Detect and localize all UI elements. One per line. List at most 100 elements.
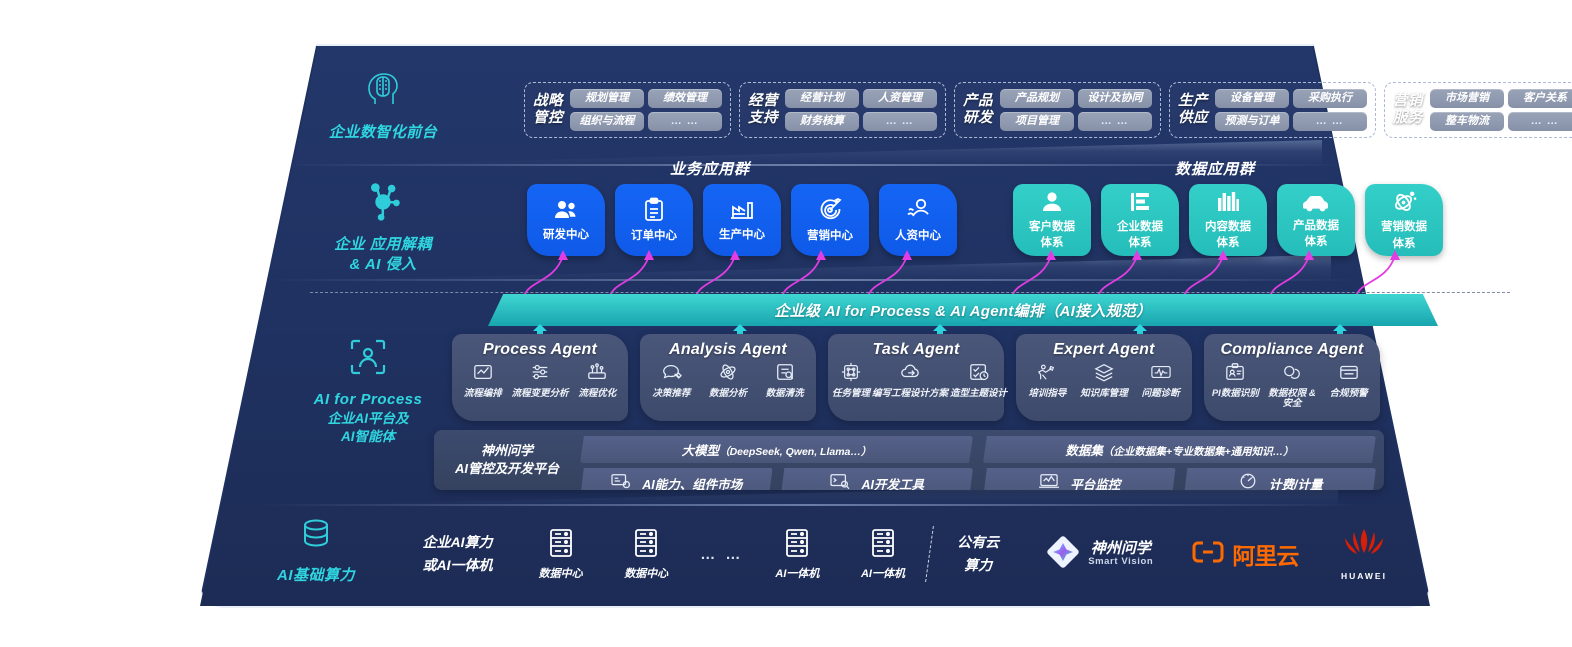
domain-tile[interactable]: 整车物流 xyxy=(1430,112,1504,132)
infra-enterprise-label-2: 或AI一体机 xyxy=(422,557,493,573)
platform-models-header[interactable]: 大模型（DeepSeek, Qwen, Llama…） xyxy=(580,436,973,463)
infra-enterprise-label-1: 企业AI算力 xyxy=(422,534,493,551)
agent-feature-label: 流程编排 xyxy=(463,388,502,399)
agent-feature[interactable]: 培训指导 xyxy=(1020,362,1075,399)
domain-tile[interactable]: 规划管理 xyxy=(570,89,644,109)
domain-group-marketing-service[interactable]: 营销 服务 市场营销 客户关系 整车物流 … … xyxy=(1384,82,1572,139)
app-card-rd-center[interactable]: 研发中心 xyxy=(527,184,605,256)
vendor-huawei[interactable]: HUAWEI xyxy=(1318,527,1410,581)
data-card-enterprise[interactable]: 企业数据 体系 xyxy=(1101,184,1179,256)
dev-tool-icon xyxy=(829,472,851,490)
domain-tile[interactable]: 预测与订单 xyxy=(1215,112,1289,132)
agent-feature[interactable]: 流程变更分析 xyxy=(512,362,569,399)
database-icon xyxy=(216,515,416,560)
app-card-production-center[interactable]: 生产中心 xyxy=(703,184,781,256)
platform-cell-monitoring[interactable]: 平台监控 xyxy=(983,468,1176,490)
domain-tile[interactable]: 经营计划 xyxy=(785,89,859,109)
agent-feature[interactable]: 数据清洗 xyxy=(757,362,812,399)
agent-feature-label: 培训指导 xyxy=(1028,388,1067,399)
domain-name: 生产 供应 xyxy=(1178,92,1208,127)
domain-tile[interactable]: 绩效管理 xyxy=(648,89,722,109)
agent-title: Compliance Agent xyxy=(1220,341,1364,358)
agent-feature-label: 知识库管理 xyxy=(1080,388,1128,399)
agent-card-compliance[interactable]: Compliance Agent PI数据识别 xyxy=(1204,334,1380,421)
infra-node-datacenter-2[interactable]: 数据中心 xyxy=(606,527,686,582)
domain-tiles: 产品规划 设计及协同 项目管理 … … xyxy=(1000,89,1152,132)
domain-tile[interactable]: 客户关系 xyxy=(1508,89,1572,109)
domain-tile[interactable]: 采购执行 xyxy=(1293,89,1367,109)
agent-feature[interactable]: 决策推荐 xyxy=(644,362,699,399)
domain-tile[interactable]: 项目管理 xyxy=(1000,112,1074,132)
user-avatar-icon xyxy=(1040,190,1064,218)
agent-feature[interactable]: 造型主题设计 xyxy=(950,362,1007,399)
domain-tile-more[interactable]: … … xyxy=(1078,112,1152,132)
domain-tile[interactable]: 财务核算 xyxy=(785,112,859,132)
app-card-order-center[interactable]: 订单中心 xyxy=(615,184,693,256)
molecule-node-icon xyxy=(283,178,483,229)
domain-name: 战略 管控 xyxy=(533,92,563,127)
platform-cell-billing[interactable]: 计费/计量 xyxy=(1183,468,1376,490)
infra-node-ai-appliance-2[interactable]: AI一体机 xyxy=(843,527,923,582)
agent-feature[interactable]: 知识库管理 xyxy=(1077,362,1132,399)
data-card-product[interactable]: 产品数据 体系 xyxy=(1277,184,1355,256)
agent-card-process[interactable]: Process Agent 流程编排 流 xyxy=(452,334,628,421)
aliyun-bracket-icon xyxy=(1191,540,1225,569)
domain-tile-more[interactable]: … … xyxy=(1508,112,1572,132)
agent-feature[interactable]: 编写工程设计方案 xyxy=(872,362,948,399)
domain-tile[interactable]: 市场营销 xyxy=(1430,89,1504,109)
vendor-shenzhou-wenxue[interactable]: 神州问学 Smart Vision xyxy=(1027,534,1172,575)
decision-bubble-icon xyxy=(660,362,683,387)
atom-icon xyxy=(1392,189,1417,218)
agent-title: Expert Agent xyxy=(1053,341,1155,358)
domain-tile[interactable]: 设备管理 xyxy=(1215,89,1289,109)
agent-feature[interactable]: 合规预警 xyxy=(1321,362,1376,410)
data-card-label-2: 体系 xyxy=(1216,237,1240,250)
vendor-aliyun[interactable]: 阿里云 xyxy=(1177,537,1312,571)
agent-feature[interactable]: 任务管理 xyxy=(832,362,870,399)
data-card-customer[interactable]: 客户数据 体系 xyxy=(1013,184,1091,256)
data-card-content[interactable]: 内容数据 体系 xyxy=(1189,184,1267,256)
agent-card-expert[interactable]: Expert Agent 培训指导 知识 xyxy=(1016,334,1192,421)
rail-app-decoupling: 企业 应用解耦 & AI 侵入 xyxy=(283,178,483,276)
infrastructure-row: 企业AI算力 或AI一体机 数据中心 xyxy=(400,518,1410,590)
vendor-logo-wrap: 阿里云 xyxy=(1191,537,1299,571)
platform-cell-dev-tools[interactable]: AI开发工具 xyxy=(780,468,973,490)
domain-group-product-rd[interactable]: 产品 研发 产品规划 设计及协同 项目管理 … … xyxy=(954,82,1161,139)
data-card-label-1: 营销数据 xyxy=(1381,221,1427,234)
agent-feature[interactable]: 数据分析 xyxy=(701,362,756,399)
ai-platform-strip: 神州问学 AI管控及开发平台 大模型（DeepSeek, Qwen, Llama… xyxy=(434,430,1384,490)
domain-tile[interactable]: 设计及协同 xyxy=(1078,89,1152,109)
platform-cell-component-market[interactable]: AI能力、组件市场 xyxy=(580,468,773,490)
app-card-marketing-center[interactable]: 营销中心 xyxy=(791,184,869,256)
domain-tile[interactable]: 人资管理 xyxy=(863,89,937,109)
agent-card-task[interactable]: Task Agent 任务管理 xyxy=(828,334,1007,421)
building-icon xyxy=(1128,190,1152,218)
infra-node-datacenter-1[interactable]: 数据中心 xyxy=(521,527,601,582)
clipboard-icon xyxy=(642,197,666,227)
person-wave-icon xyxy=(905,197,932,226)
agent-card-analysis[interactable]: Analysis Agent 决策推荐 xyxy=(640,334,816,421)
domain-tile-more[interactable]: … … xyxy=(648,112,722,132)
diagnose-icon xyxy=(1150,362,1172,387)
infra-node-ai-appliance-1[interactable]: AI一体机 xyxy=(757,527,837,582)
app-card-hr-center[interactable]: 人资中心 xyxy=(879,184,957,256)
agent-feature[interactable]: 流程优化 xyxy=(571,362,625,399)
domain-tiles: 规划管理 绩效管理 组织与流程 … … xyxy=(570,89,722,132)
data-card-label-2: 体系 xyxy=(1304,236,1328,249)
agent-feature[interactable]: 问题诊断 xyxy=(1133,362,1188,399)
agent-feature[interactable]: PI数据识别 xyxy=(1208,362,1263,410)
domain-tile-more[interactable]: … … xyxy=(863,112,937,132)
domain-group-operations[interactable]: 经营 支持 经营计划 人资管理 财务核算 … … xyxy=(739,82,946,139)
agent-feature[interactable]: 数据权限 & 安全 xyxy=(1265,362,1320,410)
data-card-marketing[interactable]: 营销数据 体系 xyxy=(1365,184,1443,256)
domain-group-strategy[interactable]: 战略 管控 规划管理 绩效管理 组织与流程 … … xyxy=(524,82,731,139)
platform-datasets-header[interactable]: 数据集（企业数据集+专业数据集+通用知识…） xyxy=(983,436,1376,463)
domain-tile[interactable]: 产品规划 xyxy=(1000,89,1074,109)
domain-tile-more[interactable]: … … xyxy=(1293,112,1367,132)
agent-feature[interactable]: 流程编排 xyxy=(456,362,510,399)
app-card-label: 订单中心 xyxy=(631,230,677,242)
data-card-label-2: 体系 xyxy=(1392,237,1416,250)
domain-group-production-supply[interactable]: 生产 供应 设备管理 采购执行 预测与订单 … … xyxy=(1169,82,1376,139)
domain-tile[interactable]: 组织与流程 xyxy=(570,112,644,132)
